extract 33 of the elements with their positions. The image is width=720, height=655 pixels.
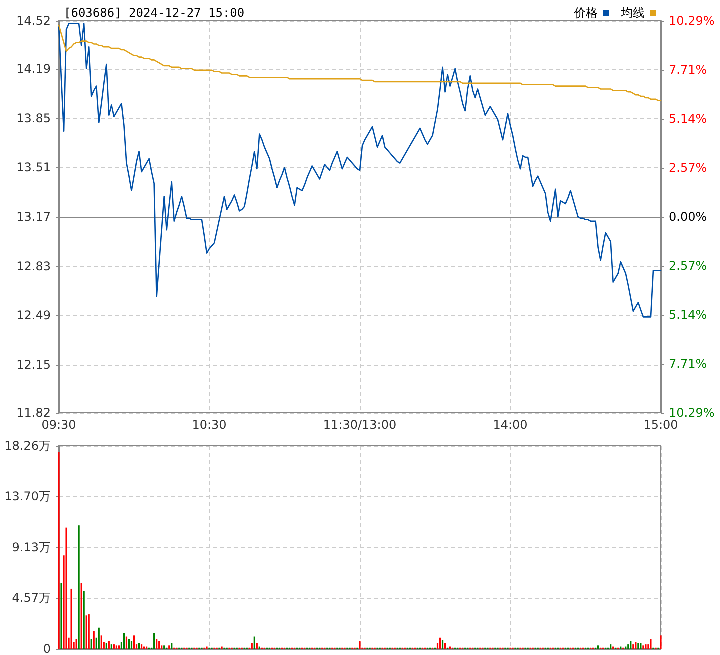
y-tick-label: 13.17: [16, 210, 51, 224]
y-tick-label: 9.13万: [12, 540, 51, 554]
y-tick-label: 13.70万: [4, 490, 51, 504]
y2-tick-label: 5.14%: [669, 112, 708, 126]
y2-tick-label: 2.57%: [669, 161, 708, 176]
legend-label: 价格: [573, 6, 598, 20]
y2-tick-label: 5.14%: [669, 308, 708, 322]
y2-tick-label: 7.71%: [669, 356, 708, 371]
x-tick-label: 10:30: [192, 418, 227, 432]
chart-title: [603686] 2024-12-27 15:00: [64, 6, 245, 20]
line-series: [58, 24, 662, 102]
y-tick-label: 4.57万: [12, 591, 51, 606]
y-tick-label: 13.85: [16, 111, 51, 126]
y-tick-label: 14.52: [16, 14, 51, 28]
x-tick-label: 11:30/13:00: [323, 418, 397, 432]
y-tick-label: 12.49: [16, 308, 51, 323]
y-tick-label: 11.82: [16, 406, 51, 420]
x-tick-label: 09:30: [42, 418, 76, 432]
legend-label: 均线: [620, 6, 645, 20]
y2-tick-label: 10.29%: [669, 406, 715, 420]
y-tick-label: 0: [43, 642, 51, 655]
y2-tick-label: 7.71%: [669, 63, 708, 78]
y-tick-label: 13.51: [16, 160, 51, 175]
y-tick-label: 12.15: [16, 358, 51, 372]
x-tick-label: 15:00: [644, 418, 678, 432]
x-tick-label: 14:00: [493, 418, 528, 432]
y2-tick-label: 2.57%: [669, 258, 708, 273]
y-tick-label: 14.19: [16, 62, 51, 76]
line-series: [58, 23, 662, 318]
y2-tick-label: 10.29%: [669, 14, 715, 28]
y-tick-label: 18.26万: [4, 439, 51, 453]
y-tick-label: 12.83: [16, 259, 51, 274]
y2-tick-label: 0.00%: [669, 210, 708, 224]
